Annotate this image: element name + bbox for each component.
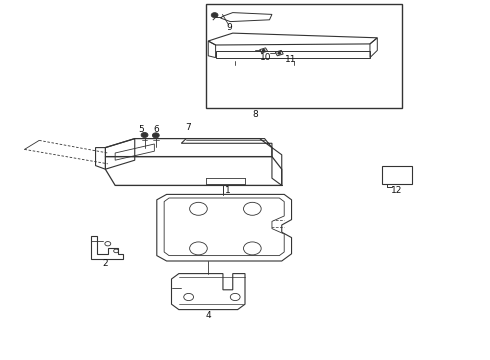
Bar bbox=[206, 4, 402, 108]
Circle shape bbox=[262, 49, 266, 52]
Bar bbox=[382, 166, 412, 184]
Text: 12: 12 bbox=[391, 186, 403, 195]
Polygon shape bbox=[164, 198, 284, 256]
Text: 5: 5 bbox=[138, 125, 144, 134]
Text: 3: 3 bbox=[222, 201, 228, 210]
Text: 4: 4 bbox=[205, 311, 211, 320]
Text: 9: 9 bbox=[226, 23, 232, 32]
Text: 8: 8 bbox=[252, 110, 258, 119]
Text: 10: 10 bbox=[260, 53, 271, 62]
Circle shape bbox=[152, 133, 159, 138]
Circle shape bbox=[211, 13, 218, 18]
Text: 6: 6 bbox=[153, 125, 159, 134]
Text: 1: 1 bbox=[225, 186, 231, 195]
Text: 2: 2 bbox=[102, 259, 108, 269]
Text: 7: 7 bbox=[185, 123, 191, 132]
Circle shape bbox=[141, 132, 148, 138]
Text: 11: 11 bbox=[285, 55, 297, 64]
Circle shape bbox=[277, 52, 281, 55]
